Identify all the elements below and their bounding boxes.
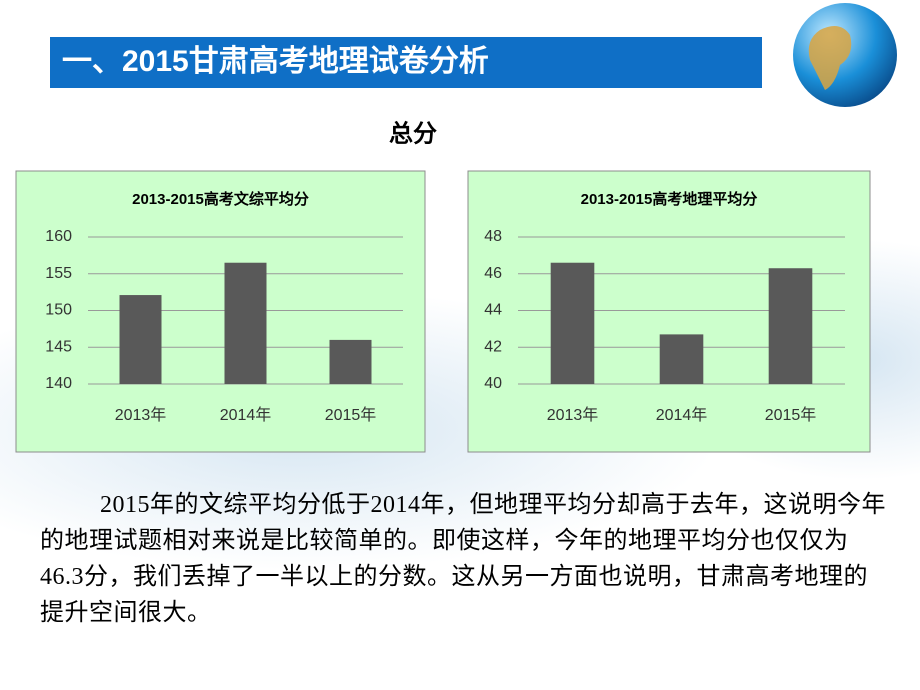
x-tick-label: 2014年: [656, 406, 708, 424]
y-tick-label: 46: [484, 265, 502, 282]
title-bar: [50, 37, 762, 88]
x-tick-label: 2015年: [325, 406, 377, 424]
x-tick-label: 2013年: [547, 406, 599, 424]
chart-title: 2013-2015高考地理平均分: [581, 190, 758, 208]
y-tick-label: 44: [484, 302, 502, 319]
slide-title: 一、2015甘肃高考地理试卷分析: [62, 45, 489, 78]
bar: [224, 262, 267, 384]
y-tick-label: 155: [45, 265, 72, 282]
bar: [550, 262, 595, 384]
y-tick-label: 42: [484, 338, 502, 355]
y-tick-label: 145: [45, 338, 72, 355]
x-tick-label: 2013年: [115, 406, 167, 424]
chart-panel: [15, 170, 426, 453]
bar: [119, 295, 162, 384]
y-tick-label: 140: [45, 375, 72, 392]
y-tick-label: 160: [45, 228, 72, 245]
bar: [659, 334, 704, 384]
x-tick-label: 2014年: [220, 406, 272, 424]
y-tick-label: 40: [484, 375, 502, 392]
bar: [768, 268, 813, 384]
y-tick-label: 48: [484, 228, 502, 245]
y-tick-label: 150: [45, 302, 72, 319]
x-tick-label: 2015年: [765, 406, 817, 424]
chart-title: 2013-2015高考文综平均分: [132, 190, 309, 208]
section-subtitle: 总分: [389, 119, 437, 147]
bar: [329, 339, 372, 384]
analysis-paragraph: 2015年的文综平均分低于2014年，但地理平均分却高于去年，这说明今年的地理试…: [40, 492, 886, 626]
globe-continent: [808, 26, 852, 90]
